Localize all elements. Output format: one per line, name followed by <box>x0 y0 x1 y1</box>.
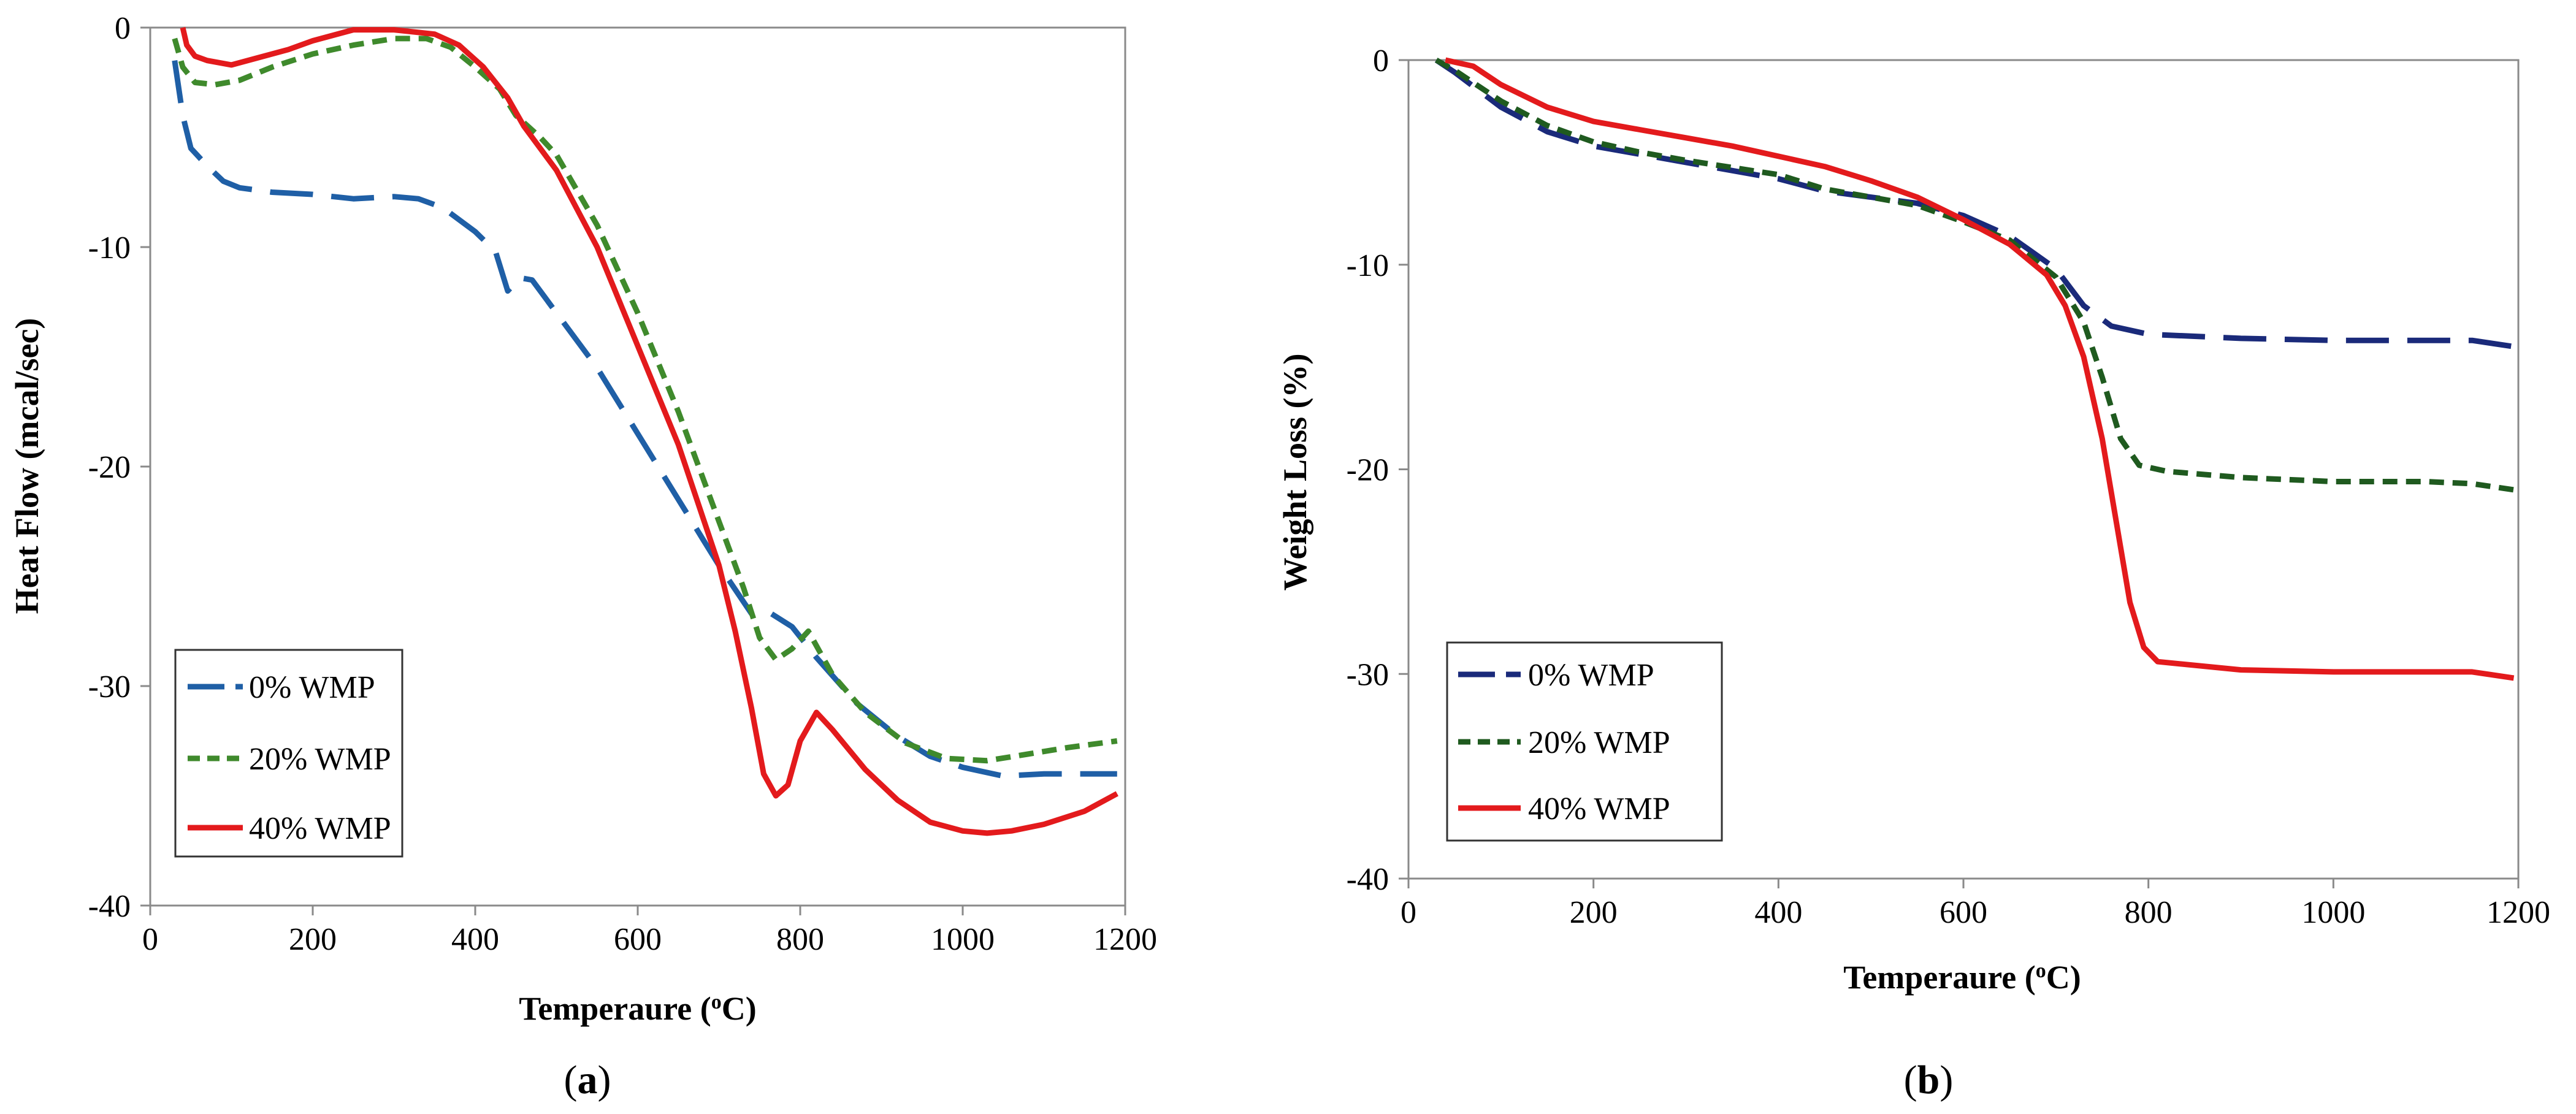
x-axis-title-unit: C) <box>2046 959 2081 996</box>
chart-b: 0 200 400 600 800 1000 1200 0 -10 -20 -30 -40 Weig… <box>1277 44 2550 1102</box>
legend-label-0: 0% WMP <box>249 670 375 705</box>
x-axis-title-superscript: o <box>711 991 722 1013</box>
legend-entry-0: 0% WMP <box>1458 658 1654 693</box>
x-tick-label: 1200 <box>1093 922 1157 957</box>
legend-label-1: 20% WMP <box>1528 725 1670 760</box>
series-line-20-wmp <box>1435 58 2515 493</box>
y-tick-label: -20 <box>88 450 131 485</box>
x-tick-label: 0 <box>142 922 158 957</box>
y-axis-ticks: 0 -10 -20 -30 -40 <box>1347 44 1408 897</box>
legend-entry-1: 20% WMP <box>1458 725 1670 760</box>
x-tick-label: 400 <box>1754 895 1802 930</box>
y-tick-label: -10 <box>88 231 131 265</box>
y-tick-label: -10 <box>1347 248 1389 283</box>
legend-entry-2: 40% WMP <box>1458 792 1670 826</box>
x-axis-title-unit: C) <box>722 990 757 1027</box>
series-line-40-wmp <box>1445 57 2515 681</box>
x-tick-label: 1000 <box>931 922 995 957</box>
y-tick-label: -30 <box>88 670 131 704</box>
legend-label-2: 40% WMP <box>1528 792 1670 826</box>
legend: 0% WMP 20% WMP 40% WMP <box>1446 641 1723 842</box>
x-axis-ticks: 0 200 400 600 800 1000 1200 <box>142 906 1157 957</box>
legend-label-0: 0% WMP <box>1528 658 1654 693</box>
x-tick-label: 0 <box>1401 895 1416 930</box>
x-tick-label: 200 <box>289 922 337 957</box>
series-layer <box>172 26 1118 836</box>
y-axis-ticks: 0 -10 -20 -30 -40 <box>88 11 150 924</box>
legend-entry-0: 0% WMP <box>188 670 375 705</box>
x-tick-label: 200 <box>1570 895 1618 930</box>
legend-label-2: 40% WMP <box>249 811 391 846</box>
legend-entry-2: 40% WMP <box>188 811 391 846</box>
legend-entry-1: 20% WMP <box>188 742 391 777</box>
y-tick-label: -30 <box>1347 657 1389 692</box>
x-tick-label: 800 <box>776 922 824 957</box>
y-tick-label: -20 <box>1347 453 1389 488</box>
y-tick-label: 0 <box>1373 44 1389 78</box>
series-line-40-wmp <box>180 26 1118 836</box>
series-line-20-wmp <box>172 36 1118 764</box>
series-layer <box>1434 57 2515 681</box>
y-tick-label: 0 <box>115 11 131 46</box>
x-tick-label: 1000 <box>2301 895 2365 930</box>
panel-label-a: (a) <box>564 1058 611 1102</box>
x-axis-title-text: Temperaure ( <box>519 990 711 1027</box>
x-tick-label: 400 <box>451 922 499 957</box>
y-axis-title: Heat Flow (mcal/sec) <box>9 318 45 614</box>
x-tick-label: 600 <box>1940 895 1987 930</box>
y-axis-title: Weight Loss (%) <box>1277 353 1313 590</box>
x-tick-label: 600 <box>614 922 662 957</box>
legend: 0% WMP 20% WMP 40% WMP <box>174 649 403 858</box>
panel-label-a-letter: a <box>578 1058 598 1102</box>
series-line-0-wmp <box>1434 58 2515 349</box>
chart-a: 0 200 400 600 800 1000 1200 0 -10 -20 -30 -40 Heat… <box>9 11 1157 1102</box>
x-axis-title: Temperaure (oC) <box>519 990 756 1027</box>
x-axis-ticks: 0 200 400 600 800 1000 1200 <box>1401 879 2550 930</box>
y-tick-label: -40 <box>1347 862 1389 897</box>
x-axis-title: Temperaure (oC) <box>1843 959 2081 996</box>
x-axis-title-text: Temperaure ( <box>1843 959 2035 996</box>
x-axis-title-superscript: o <box>2036 959 2046 982</box>
panel-label-b-letter: b <box>1917 1058 1940 1102</box>
y-tick-label: -40 <box>88 889 131 924</box>
x-tick-label: 800 <box>2125 895 2173 930</box>
legend-label-1: 20% WMP <box>249 742 391 777</box>
x-tick-label: 1200 <box>2486 895 2550 930</box>
panel-label-b: (b) <box>1904 1058 1954 1102</box>
